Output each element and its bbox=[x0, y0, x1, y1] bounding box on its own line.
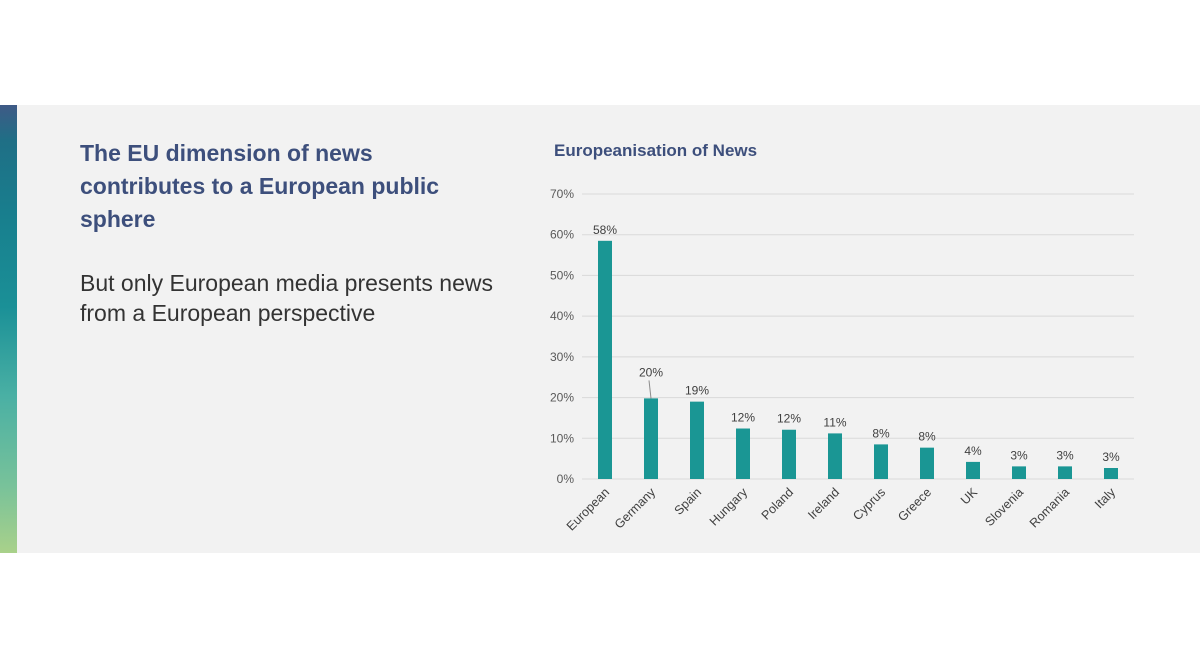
y-tick-label: 50% bbox=[550, 268, 574, 282]
bar-greece bbox=[920, 447, 934, 479]
bars bbox=[598, 240, 1118, 479]
category-label: Poland bbox=[759, 485, 796, 522]
bar-uk bbox=[966, 461, 980, 479]
bar-romania bbox=[1058, 466, 1072, 479]
chart-title: Europeanisation of News bbox=[554, 141, 757, 160]
bar-ireland bbox=[828, 433, 842, 479]
bar-slovenia bbox=[1012, 466, 1026, 479]
data-label: 12% bbox=[731, 411, 755, 425]
y-axis: 0% 10% 20% 30% 40% 50% 60% 70% bbox=[550, 187, 574, 486]
category-label: European bbox=[564, 485, 612, 533]
y-tick-label: 40% bbox=[550, 309, 574, 323]
bar-poland bbox=[782, 429, 796, 479]
y-tick-label: 70% bbox=[550, 187, 574, 201]
bar-hungary bbox=[736, 428, 750, 479]
data-label: 58% bbox=[593, 223, 617, 237]
category-labels: European Germany Spain Hungary Poland Ireland… bbox=[564, 485, 1119, 534]
category-label: Greece bbox=[895, 485, 934, 524]
data-label: 19% bbox=[685, 384, 709, 398]
bar-cyprus bbox=[874, 444, 888, 479]
data-label: 3% bbox=[1056, 448, 1074, 462]
category-label: Spain bbox=[672, 485, 705, 518]
bar-spain bbox=[690, 401, 704, 479]
y-tick-label: 60% bbox=[550, 228, 574, 242]
bar-germany bbox=[644, 398, 658, 479]
data-label: 12% bbox=[777, 412, 801, 426]
category-label: UK bbox=[958, 485, 981, 508]
category-label: Hungary bbox=[707, 485, 751, 529]
y-tick-label: 30% bbox=[550, 350, 574, 364]
accent-bar bbox=[0, 105, 17, 553]
data-label: 11% bbox=[823, 415, 846, 429]
data-label: 4% bbox=[964, 444, 982, 458]
y-tick-label: 0% bbox=[557, 472, 575, 486]
label-leader-line bbox=[648, 380, 652, 399]
category-label: Cyprus bbox=[850, 485, 888, 523]
category-label: Germany bbox=[612, 485, 659, 532]
bar-chart: Europeanisation of News 0% 10% 20% 30% 40% 50… bbox=[550, 141, 1134, 534]
data-label: 8% bbox=[918, 430, 936, 444]
data-label: 8% bbox=[872, 426, 890, 440]
data-label: 20% bbox=[639, 365, 663, 379]
data-label: 3% bbox=[1102, 450, 1120, 464]
category-label: Slovenia bbox=[982, 485, 1026, 529]
slide-headline: The EU dimension of news contributes to … bbox=[80, 140, 440, 232]
y-tick-label: 10% bbox=[550, 431, 574, 445]
data-labels: 58% 20% 19% 12% 12% 11% 8% 8% 4% 3% 3% 3% bbox=[593, 223, 1120, 464]
gridlines bbox=[582, 193, 1134, 480]
category-label: Romania bbox=[1027, 485, 1072, 530]
category-label: Italy bbox=[1092, 485, 1119, 512]
data-label: 3% bbox=[1010, 448, 1028, 462]
bar-italy bbox=[1104, 468, 1118, 479]
category-label: Ireland bbox=[805, 485, 842, 522]
bar-european bbox=[598, 240, 612, 479]
slide-subline: But only European media presents news fr… bbox=[80, 270, 493, 326]
y-tick-label: 20% bbox=[550, 391, 574, 405]
